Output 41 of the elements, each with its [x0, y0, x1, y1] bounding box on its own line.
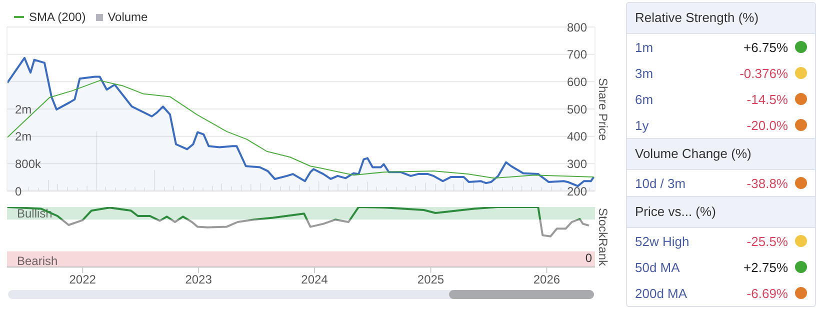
category-label: 50d MA	[635, 260, 681, 274]
data-label: +2.75%	[744, 260, 788, 274]
category-label: 10d / 3m	[635, 176, 687, 190]
y-tick-label: 300	[566, 156, 588, 171]
band-label: Bearish	[17, 254, 58, 268]
category-label: 200d MA	[635, 286, 688, 300]
data-label: -14.5%	[746, 92, 788, 106]
data-label: +6.75%	[744, 40, 788, 54]
data-label: -20.0%	[746, 118, 788, 132]
x-tick-label: 2026	[533, 272, 560, 287]
legend-label: Volume	[106, 10, 148, 24]
text: Relative Strength (%)	[627, 3, 815, 34]
y2-tick-label: 2m	[15, 130, 32, 144]
y-tick-label: 600	[566, 74, 588, 89]
legend-label: SMA (200)	[28, 10, 86, 24]
x-tick-label: 2025	[417, 272, 444, 287]
y-axis-title: Share Price	[596, 76, 610, 142]
text: Price vs... (%)	[627, 196, 815, 228]
x-tick-label: 2023	[185, 272, 212, 287]
data-label: -38.8%	[746, 176, 788, 190]
category-label: 1y	[635, 118, 650, 132]
category-label: 6m	[635, 92, 654, 106]
category-label: 1m	[635, 40, 654, 54]
data-label: -25.5%	[746, 234, 788, 248]
y2-tick-label: 0	[15, 184, 22, 198]
y-tick-label: 500	[566, 102, 588, 116]
data-label: -6.69%	[746, 286, 788, 300]
y-tick-label: 200	[566, 184, 588, 198]
y2-tick-label: 800k	[15, 156, 42, 171]
data-label: -0.376%	[740, 66, 788, 80]
y-axis-title: StockRank	[596, 207, 610, 267]
annotation: 0	[585, 251, 592, 265]
y-tick-label: 400	[566, 130, 588, 144]
category-label: 52w High	[635, 234, 690, 248]
y2-tick-label: 2m	[15, 102, 32, 116]
x-tick-label: 2024	[301, 272, 328, 287]
text: Volume Change (%)	[627, 138, 815, 170]
category-label: 3m	[635, 66, 654, 80]
y-tick-label: 700	[566, 48, 588, 62]
y-tick-label: 800	[566, 20, 588, 34]
x-tick-label: 2022	[69, 272, 96, 287]
